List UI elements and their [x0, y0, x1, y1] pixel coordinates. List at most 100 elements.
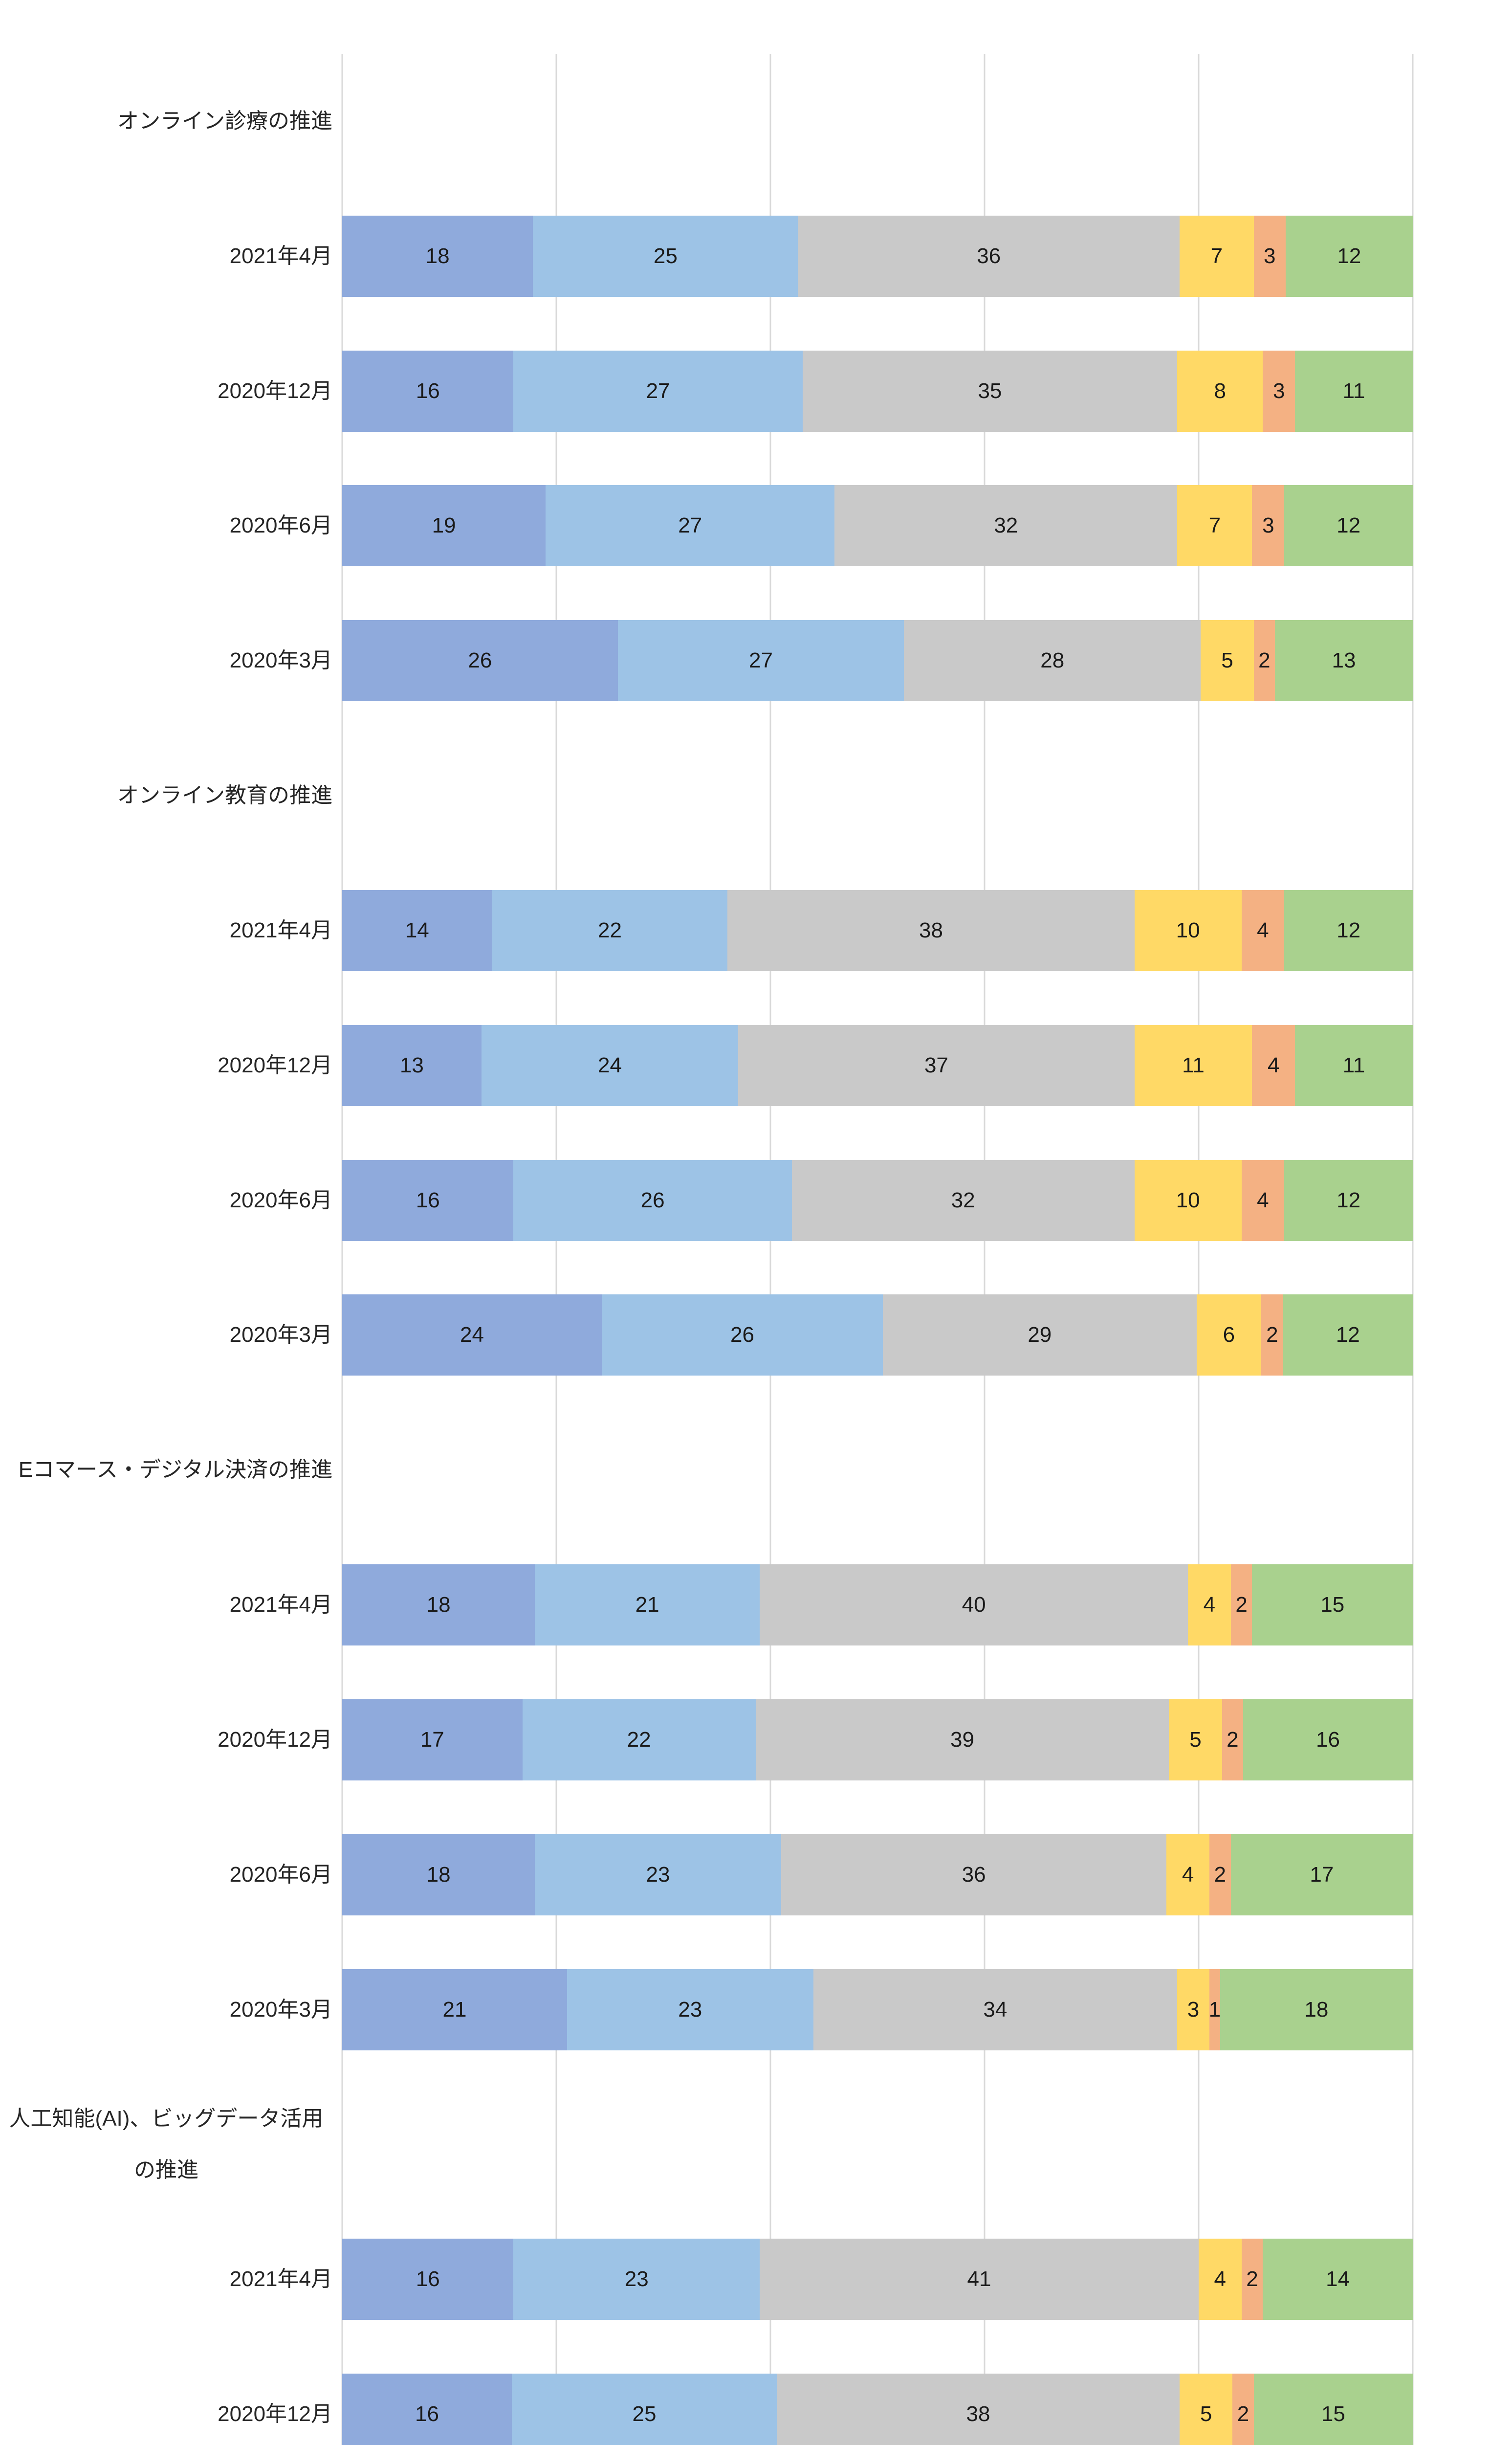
- segment-value-label: 22: [627, 1727, 651, 1752]
- segment-value-label: 16: [415, 2401, 439, 2426]
- segment-value-label: 37: [924, 1053, 948, 1077]
- segment-value-label: 7: [1208, 513, 1221, 538]
- bar-cell: 13 24 37 11 4 11: [342, 998, 1413, 1133]
- category-label: Eコマース・デジタル決済の推進: [0, 1402, 342, 1537]
- segment-value-label: 36: [977, 244, 1001, 268]
- stacked-bar: 16 27 35 8 3 11: [342, 350, 1413, 432]
- segment-value-label: 23: [678, 1997, 702, 2022]
- segment-value-label: 18: [426, 1593, 451, 1617]
- gridline: [341, 54, 343, 2445]
- segment-value-label: 4: [1214, 2267, 1226, 2291]
- segment-neutral: 38: [727, 889, 1135, 971]
- empty-bar-cell: [342, 2077, 1413, 2212]
- segment-agree: 18: [342, 1564, 535, 1646]
- segment-value-label: 23: [646, 1862, 670, 1887]
- segment-neutral: 34: [813, 1969, 1178, 2050]
- segment-dont-know: 12: [1285, 215, 1413, 297]
- segment-oppose: 3: [1253, 215, 1286, 297]
- segment-value-label: 2: [1227, 1727, 1239, 1752]
- segment-value-label: 12: [1337, 918, 1361, 942]
- bar-row: 2020年6月 18 23 36 4 2 17: [0, 1807, 1512, 1942]
- segment-agree: 17: [342, 1699, 523, 1780]
- segment-value-label: 12: [1337, 1188, 1361, 1212]
- stacked-bar: 24 26 29 6 2 12: [342, 1294, 1413, 1376]
- row-label: 2020年3月: [229, 648, 332, 673]
- segment-somewhat-oppose: 7: [1177, 485, 1252, 567]
- segment-value-label: 3: [1187, 1997, 1200, 2022]
- segment-value-label: 36: [962, 1862, 986, 1887]
- row-label: 2020年3月: [229, 1997, 332, 2022]
- segment-dont-know: 15: [1252, 1564, 1413, 1646]
- row-label: 2020年12月: [218, 378, 332, 403]
- row-label: 2021年4月: [229, 918, 332, 942]
- segment-value-label: 2: [1246, 2267, 1258, 2291]
- segment-value-label: 23: [624, 2267, 649, 2291]
- segment-value-label: 12: [1336, 1323, 1360, 1347]
- stacked-bar: 17 22 39 5 2 16: [342, 1699, 1413, 1780]
- segment-neutral: 40: [760, 1564, 1188, 1646]
- segment-value-label: 13: [399, 1053, 424, 1077]
- segment-oppose: 2: [1253, 620, 1275, 702]
- segment-oppose: 4: [1252, 1024, 1295, 1106]
- segment-value-label: 3: [1264, 244, 1276, 268]
- segment-value-label: 2: [1258, 648, 1271, 673]
- segment-value-label: 25: [653, 244, 678, 268]
- segment-somewhat-agree: 25: [533, 215, 798, 297]
- segment-neutral: 35: [802, 350, 1178, 432]
- segment-value-label: 4: [1257, 918, 1269, 942]
- gridline: [1198, 54, 1200, 2445]
- bar-row: 2020年12月 16 27 35 8 3 11: [0, 324, 1512, 459]
- segment-agree: 24: [342, 1294, 602, 1376]
- stacked-bar: 14 22 38 10 4 12: [342, 889, 1413, 971]
- bar-cell: 18 23 36 4 2 17: [342, 1807, 1413, 1942]
- gridline: [769, 54, 771, 2445]
- category-label: オンライン診療の推進: [0, 54, 342, 189]
- segment-value-label: 4: [1182, 1862, 1194, 1887]
- category-row: オンライン診療の推進: [0, 54, 1512, 189]
- segment-value-label: 39: [950, 1727, 974, 1752]
- segment-dont-know: 16: [1243, 1699, 1413, 1780]
- segment-neutral: 32: [791, 1159, 1135, 1241]
- segment-value-label: 21: [635, 1593, 659, 1617]
- segment-value-label: 8: [1214, 378, 1227, 403]
- segment-value-label: 26: [730, 1323, 754, 1347]
- segment-value-label: 16: [416, 1188, 440, 1212]
- stacked-bar: 16 26 32 10 4 12: [342, 1159, 1413, 1241]
- segment-value-label: 15: [1321, 2401, 1345, 2426]
- segment-value-label: 18: [426, 1862, 451, 1887]
- bar-cell: 26 27 28 5 2 13: [342, 593, 1413, 728]
- row-label: 2020年6月: [229, 1862, 332, 1887]
- segment-value-label: 38: [966, 2401, 990, 2426]
- segment-somewhat-agree: 23: [535, 1834, 781, 1915]
- segment-value-label: 12: [1337, 513, 1361, 538]
- segment-value-label: 27: [748, 648, 773, 673]
- segment-oppose: 4: [1241, 889, 1285, 971]
- segment-somewhat-agree: 26: [601, 1294, 883, 1376]
- empty-bar-cell: [342, 1402, 1413, 1537]
- segment-dont-know: 11: [1295, 350, 1413, 432]
- stacked-bar: 21 23 34 3 1 18: [342, 1969, 1413, 2050]
- segment-value-label: 15: [1320, 1593, 1345, 1617]
- bar-row: 2020年12月 17 22 39 5 2 16: [0, 1672, 1512, 1807]
- segment-value-label: 35: [978, 378, 1002, 403]
- segment-somewhat-agree: 23: [567, 1969, 813, 2050]
- segment-oppose: 2: [1222, 1699, 1244, 1780]
- segment-somewhat-agree: 24: [481, 1024, 739, 1106]
- category-row: オンライン教育の推進: [0, 728, 1512, 863]
- stacked-bar: 18 25 36 7 3 12: [342, 215, 1413, 297]
- segment-dont-know: 11: [1295, 1024, 1413, 1106]
- segment-agree: 16: [342, 2373, 512, 2445]
- segment-value-label: 29: [1028, 1323, 1052, 1347]
- segment-value-label: 3: [1272, 378, 1285, 403]
- segment-value-label: 5: [1189, 1727, 1202, 1752]
- segment-oppose: 2: [1230, 1564, 1252, 1646]
- segment-oppose: 2: [1209, 1834, 1231, 1915]
- segment-value-label: 11: [1342, 378, 1365, 403]
- segment-somewhat-oppose: 5: [1169, 1699, 1222, 1780]
- segment-value-label: 24: [460, 1323, 484, 1347]
- segment-neutral: 36: [798, 215, 1180, 297]
- segment-value-label: 21: [442, 1997, 467, 2022]
- row-label: 2020年6月: [229, 1188, 332, 1212]
- segment-dont-know: 12: [1284, 485, 1413, 567]
- segment-somewhat-oppose: 4: [1198, 2239, 1242, 2320]
